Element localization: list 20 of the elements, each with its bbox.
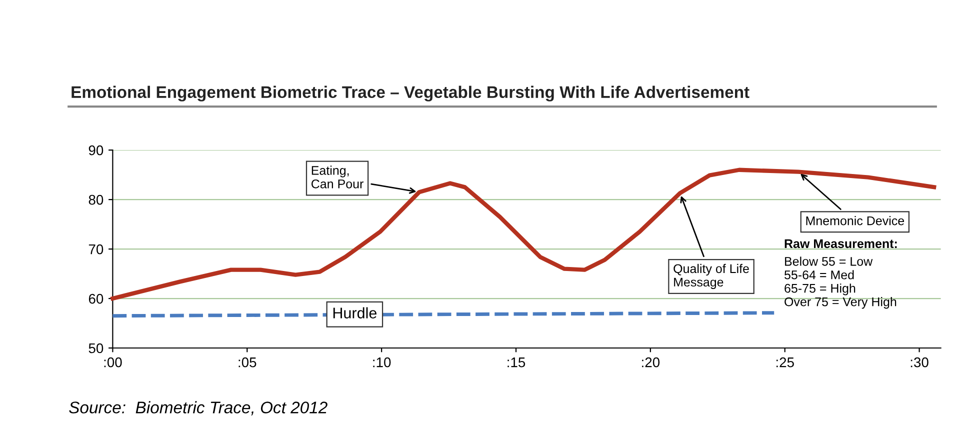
chart-title: Emotional Engagement Biometric Trace – Vegetable Bursting With Life Advertisement <box>72 86 750 102</box>
x-tick-label: :05 <box>238 357 256 368</box>
y-tick-label: 60 <box>88 294 104 304</box>
x-tick-label: :00 <box>104 357 122 368</box>
y-tick-label: 70 <box>88 244 104 254</box>
annotation: Mnemonic Device <box>806 216 904 226</box>
annotation: Hurdle <box>333 307 376 318</box>
x-tick-label: :20 <box>642 357 660 368</box>
x-tick-label: :10 <box>373 357 391 368</box>
y-tick-label: 50 <box>88 343 104 354</box>
annotation: Raw Measurement: <box>784 239 897 248</box>
annotation: Eating, Can Pour <box>312 166 364 188</box>
y-tick-label: 90 <box>88 145 104 156</box>
source-note: Source: Biometric Trace, Oct 2012 <box>69 401 328 416</box>
y-tick-label: 80 <box>88 194 104 205</box>
x-tick-label: :30 <box>910 357 928 368</box>
annotation: Quality of Life Message <box>674 264 749 290</box>
x-tick-label: :25 <box>776 357 794 368</box>
x-tick-label: :15 <box>508 358 526 368</box>
annotation: Below 55 = Low 55-64 = Med 65-75 = High Over 75 = Very High <box>784 256 896 309</box>
